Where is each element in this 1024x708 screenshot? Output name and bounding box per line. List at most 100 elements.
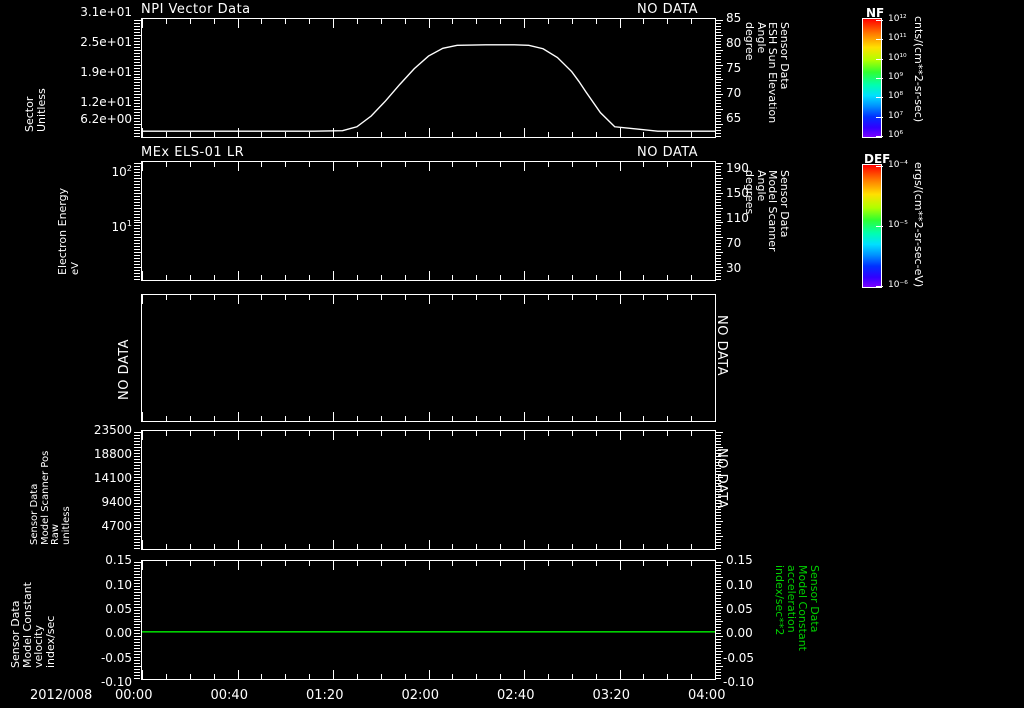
tick-mark bbox=[619, 561, 621, 570]
minor-tick bbox=[134, 243, 140, 245]
minor-tick bbox=[134, 440, 140, 442]
minor-tick bbox=[715, 588, 721, 590]
minor-tick bbox=[134, 210, 140, 212]
minor-tick bbox=[715, 264, 721, 266]
minor-tick bbox=[715, 58, 721, 60]
minor-tick bbox=[134, 46, 140, 48]
minor-tick bbox=[715, 666, 723, 668]
minor-tick bbox=[134, 458, 140, 460]
minor-tick bbox=[715, 106, 721, 108]
tick-mark bbox=[571, 416, 573, 421]
tick-mark bbox=[428, 561, 430, 570]
minor-tick bbox=[134, 73, 140, 75]
tick-mark bbox=[189, 295, 191, 300]
tick-mark bbox=[428, 670, 430, 679]
tick-mark bbox=[285, 132, 287, 137]
tick-mark bbox=[619, 431, 621, 440]
minor-tick bbox=[134, 476, 142, 478]
panel-5-ytickr-5: -0.10 bbox=[723, 675, 755, 689]
minor-tick bbox=[134, 237, 142, 239]
tick-mark bbox=[643, 674, 645, 679]
panel-5-ytickr-3: 0.00 bbox=[726, 626, 753, 640]
tick-mark bbox=[691, 674, 693, 679]
tick-mark bbox=[142, 128, 143, 137]
tick-mark bbox=[571, 295, 573, 300]
minor-tick bbox=[134, 467, 140, 469]
minor-tick bbox=[134, 624, 140, 626]
tick-mark bbox=[715, 271, 716, 280]
tick-mark bbox=[715, 540, 716, 549]
minor-tick bbox=[134, 651, 142, 653]
tick-mark bbox=[213, 132, 215, 137]
minor-tick bbox=[715, 440, 721, 442]
tick-mark bbox=[691, 132, 693, 137]
minor-tick bbox=[134, 642, 140, 644]
tick-mark bbox=[285, 416, 287, 421]
minor-tick bbox=[715, 249, 721, 251]
minor-tick bbox=[715, 467, 721, 469]
tick-mark bbox=[667, 275, 669, 280]
tick-mark bbox=[476, 132, 478, 137]
minor-tick bbox=[134, 127, 140, 129]
panel-1-ytickr-1: 80 bbox=[726, 36, 742, 50]
time-axis-date: 2012/008 bbox=[30, 688, 93, 703]
minor-tick bbox=[134, 446, 142, 448]
tick-mark bbox=[285, 431, 287, 436]
minor-tick bbox=[134, 49, 142, 51]
tick-mark bbox=[213, 275, 215, 280]
minor-tick bbox=[715, 585, 721, 587]
nfticks-label-6: 10⁶ bbox=[888, 130, 904, 140]
minor-tick bbox=[715, 100, 721, 102]
minor-tick bbox=[134, 654, 140, 656]
tick-mark bbox=[356, 275, 358, 280]
panel-1-ytick-2: 1.9e+01 bbox=[80, 65, 132, 79]
minor-tick bbox=[134, 515, 140, 517]
tick-mark bbox=[333, 128, 334, 137]
tick-mark bbox=[547, 132, 549, 137]
tick-mark bbox=[356, 19, 358, 24]
minor-tick bbox=[715, 530, 721, 532]
minor-tick bbox=[715, 273, 721, 275]
tick-mark bbox=[356, 561, 358, 566]
tick-mark bbox=[500, 295, 502, 300]
minor-tick bbox=[715, 231, 721, 233]
minor-tick bbox=[134, 479, 140, 481]
tick-mark bbox=[142, 412, 143, 421]
minor-tick bbox=[134, 488, 140, 490]
tick-mark bbox=[667, 561, 669, 566]
tick-mark bbox=[261, 19, 263, 24]
panel-2-title: MEx ELS-01 LR bbox=[141, 145, 245, 160]
colorbar-tick-mark bbox=[876, 226, 883, 227]
tick-mark bbox=[237, 19, 239, 28]
tick-mark bbox=[380, 275, 382, 280]
tick-mark bbox=[309, 19, 311, 24]
minor-tick bbox=[715, 163, 723, 164]
time-tick-5: 03:20 bbox=[592, 688, 630, 703]
tick-mark bbox=[571, 132, 573, 137]
tick-mark bbox=[261, 416, 263, 421]
tick-mark bbox=[452, 162, 454, 167]
minor-tick bbox=[715, 539, 721, 541]
minor-tick bbox=[134, 216, 140, 218]
minor-tick bbox=[134, 234, 140, 236]
tick-mark bbox=[213, 162, 215, 167]
tick-mark bbox=[285, 544, 287, 549]
tick-mark bbox=[571, 561, 573, 566]
tick-mark bbox=[643, 431, 645, 436]
defticks-label-0: 10⁻⁴ bbox=[888, 160, 908, 170]
panel-2-plot-area bbox=[141, 161, 716, 281]
minor-tick bbox=[134, 25, 140, 27]
tick-mark bbox=[691, 295, 693, 300]
panel-4-ytick-3: 9400 bbox=[101, 495, 132, 509]
minor-tick bbox=[715, 234, 721, 236]
tick-mark bbox=[237, 128, 239, 137]
minor-tick bbox=[715, 518, 721, 520]
tick-mark bbox=[595, 431, 597, 436]
minor-tick bbox=[715, 576, 723, 578]
tick-mark bbox=[428, 19, 430, 28]
minor-tick bbox=[134, 432, 142, 433]
tick-mark bbox=[213, 561, 215, 566]
tick-mark bbox=[452, 295, 454, 300]
minor-tick bbox=[134, 539, 140, 541]
tick-mark bbox=[142, 271, 143, 280]
